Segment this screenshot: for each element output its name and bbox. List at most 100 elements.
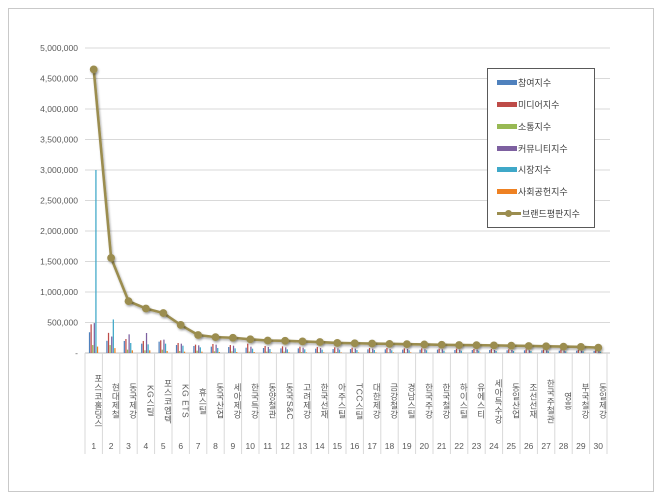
x-axis-category-number: 3 [126,441,131,451]
bar-커뮤니티지수 [354,348,356,353]
bar-소통지수 [370,352,372,353]
bar-시장지수 [582,351,584,353]
bar-소통지수 [492,352,494,353]
bar-사회공헌지수 [149,350,151,353]
bar-사회공헌지수 [392,352,394,353]
bar-참여지수 [123,340,125,353]
bar-참여지수 [297,348,299,353]
x-axis-category-number: 26 [523,441,534,451]
bar-시장지수 [217,347,219,353]
bar-참여지수 [210,346,212,353]
x-axis-category-number: 15 [332,441,343,451]
bar-미디어지수 [508,349,510,353]
bar-참여지수 [419,349,421,353]
x-axis-category-number: 11 [263,441,273,451]
bar-사회공헌지수 [96,346,99,353]
bar-소통지수 [248,351,250,353]
bar-참여지수 [471,350,473,353]
x-axis-category-label: 한국주철관 [545,378,555,424]
x-axis-category-number: 10 [245,441,256,451]
bar-커뮤니티지수 [389,349,391,353]
bar-커뮤니티지수 [476,349,478,353]
x-axis-category-number: 29 [576,441,586,451]
marker-브랜드평판지수 [229,333,237,342]
y-axis-tick-label: 4,500,000 [40,74,78,84]
x-axis-category-number: 12 [280,441,290,451]
bar-참여지수 [141,343,143,353]
bar-사회공헌지수 [218,352,220,353]
bar-미디어지수 [455,348,458,353]
x-axis-category-label: 한국주강 [423,383,433,419]
marker-브랜드평판지수 [368,339,376,348]
bar-미디어지수 [107,332,110,353]
bar-커뮤니티지수 [528,350,530,353]
bar-소통지수 [353,352,355,353]
bar-소통지수 [422,352,424,353]
bar-미디어지수 [177,342,179,353]
bar-커뮤니티지수 [145,332,148,353]
bar-커뮤니티지수 [441,349,443,353]
bar-시장지수 [321,349,323,353]
x-axis-category-number: 2 [108,441,114,451]
bar-커뮤니티지수 [406,349,409,353]
bar-시장지수 [304,349,306,353]
x-axis-category-number: 23 [471,441,482,451]
bar-소통지수 [440,352,442,353]
y-axis-tick-label: 3,000,000 [40,165,78,175]
marker-브랜드평판지수 [542,342,550,351]
bar-참여지수 [106,340,108,353]
bar-미디어지수 [194,344,197,353]
bar-커뮤니티지수 [337,348,339,353]
x-axis-category-number: 4 [143,441,149,451]
bar-미디어지수 [525,349,527,353]
marker-브랜드평판지수 [490,341,498,350]
bar-커뮤니티지수 [93,323,95,353]
x-axis-category-label: KG스틸 [145,385,155,417]
bar-미디어지수 [421,348,423,353]
bar-미디어지수 [386,347,388,353]
bar-시장지수 [512,350,515,353]
bar-참여지수 [332,349,334,353]
bar-소통지수 [231,351,233,353]
bar-시장지수 [565,351,567,353]
bar-커뮤니티지수 [459,349,461,353]
x-axis-category-number: 21 [436,441,447,451]
legend-item: 미디어지수 [488,95,594,115]
x-axis-category-number: 24 [489,441,499,451]
bar-소통지수 [213,351,216,353]
marker-브랜드평판지수 [107,253,115,262]
bar-사회공헌지수 [253,352,255,353]
bar-사회공헌지수 [340,352,342,353]
bar-시장지수 [547,351,549,353]
bar-시장지수 [286,349,288,353]
bar-미디어지수 [125,339,127,353]
marker-브랜드평판지수 [559,342,568,351]
bar-커뮤니티지수 [424,349,426,353]
bar-커뮤니티지수 [580,350,583,353]
bar-시장지수 [460,350,462,353]
legend: 참여지수 미디어지수 소통지수 커뮤니티지수 시장지수 사회공헌지수 브랜드평판지수 [487,68,595,228]
legend-item: 참여지수 [488,73,594,93]
bar-시장지수 [373,350,375,353]
bar-사회공헌지수 [357,352,360,353]
bar-시장지수 [95,170,97,353]
legend-swatch [497,102,517,107]
bar-참여지수 [88,332,91,353]
x-axis-category-number: 27 [541,441,551,451]
marker-브랜드평판지수 [142,304,150,313]
x-axis-category-label: KG ETS [180,383,190,419]
marker-브랜드평판지수 [194,331,203,339]
x-axis-category-number: 5 [160,441,166,451]
bar-시장지수 [112,319,114,353]
bar-소통지수 [144,350,146,353]
bar-사회공헌지수 [323,352,325,353]
x-axis-category-label: 동양철관 [267,383,277,419]
x-axis-category-number: 22 [454,441,464,451]
x-axis-category-number: 25 [506,441,517,451]
x-axis-category-label: 휴스틸 [197,387,207,415]
x-axis-category-label: 금강철강 [389,383,399,419]
bar-시장지수 [425,350,428,353]
x-axis-category-number: 30 [593,441,604,451]
bar-미디어지수 [142,340,144,353]
